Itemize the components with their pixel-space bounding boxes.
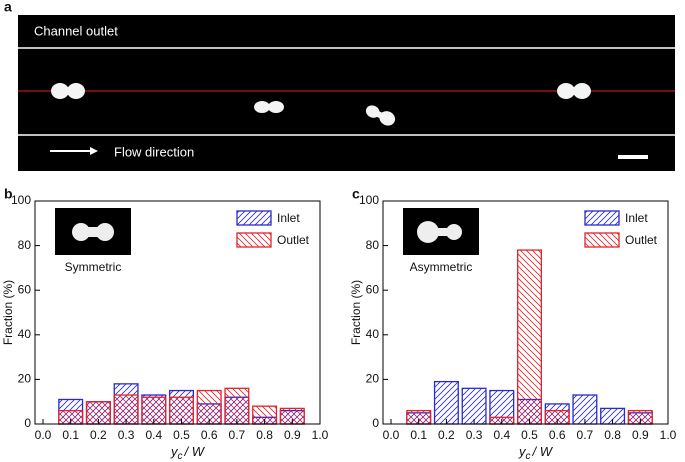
x-axis-label-part: y [518,444,527,459]
x-tick-label: 0.2 [90,428,107,442]
x-tick-label: 0.7 [577,428,594,442]
x-tick-label: 0.1 [62,428,79,442]
x-tick-label: 0.8 [256,428,273,442]
y-tick-label: 60 [366,282,380,296]
bar [433,380,459,425]
scale-bar [618,155,648,159]
x-axis-label: yc / W [518,444,554,461]
y-tick-label: 80 [366,238,380,252]
panel-label: a [4,0,12,15]
y-tick-label: 0 [372,416,379,430]
channel-label: Channel outlet [34,23,118,38]
inset-label: Symmetric [65,260,122,274]
legend-swatch [236,232,272,248]
legend-swatch [584,210,620,226]
flow-arrow-head [90,147,98,155]
cells [51,83,591,126]
x-axis-label-part: / W [532,444,554,459]
y-axis-label: Fraction (%) [349,280,363,345]
x-tick-label: 0.0 [383,428,400,442]
x-tick-label: 0.7 [229,428,246,442]
x-tick-label: 0.4 [145,428,162,442]
y-tick-label: 40 [366,327,380,341]
x-axis-label-part: c [178,451,183,462]
x-tick-label: 0.5 [521,428,538,442]
x-tick-label: 0.3 [466,428,483,442]
x-axis-label-part: y [170,444,179,459]
x-axis-label-part: / W [184,444,206,459]
x-axis-label: yc / W [170,444,206,461]
x-tick-label: 0.3 [118,428,135,442]
x-tick-label: 0.0 [35,428,52,442]
inset-label: Asymmetric [410,260,473,274]
x-tick-label: 1.0 [312,428,329,442]
legend-label: Outlet [277,233,310,247]
inset-cell [81,227,105,237]
y-tick-label: 0 [24,416,31,430]
y-tick-label: 40 [18,327,32,341]
y-tick-label: 60 [18,282,32,296]
y-axis-label: Fraction (%) [1,280,15,345]
x-tick-label: 0.9 [632,428,649,442]
x-tick-label: 0.4 [493,428,510,442]
x-tick-label: 0.1 [410,428,427,442]
x-tick-label: 0.9 [284,428,301,442]
legend-label: Inlet [277,211,300,225]
bar [461,387,487,425]
y-tick-label: 100 [11,193,31,207]
panel-label: c [352,186,360,202]
x-tick-label: 0.8 [604,428,621,442]
x-tick-label: 0.2 [438,428,455,442]
x-axis-label-part: c [526,451,531,462]
x-tick-label: 0.5 [173,428,190,442]
legend-swatch [584,232,620,248]
y-tick-label: 100 [359,193,379,207]
panel-label: b [4,186,13,202]
bar [517,249,543,425]
legend-label: Inlet [625,211,648,225]
axes-frame [34,200,321,425]
flow-label: Flow direction [114,144,194,159]
legend-label: Outlet [625,233,658,247]
y-tick-label: 20 [18,372,32,386]
bar [196,389,222,425]
inset-cell [428,228,454,236]
axes-frame [382,200,669,425]
x-tick-label: 0.6 [549,428,566,442]
y-tick-label: 80 [18,238,32,252]
x-tick-label: 0.6 [201,428,218,442]
x-tick-label: 1.0 [660,428,677,442]
legend-swatch [236,210,272,226]
bar [224,387,250,425]
y-tick-label: 20 [366,372,380,386]
